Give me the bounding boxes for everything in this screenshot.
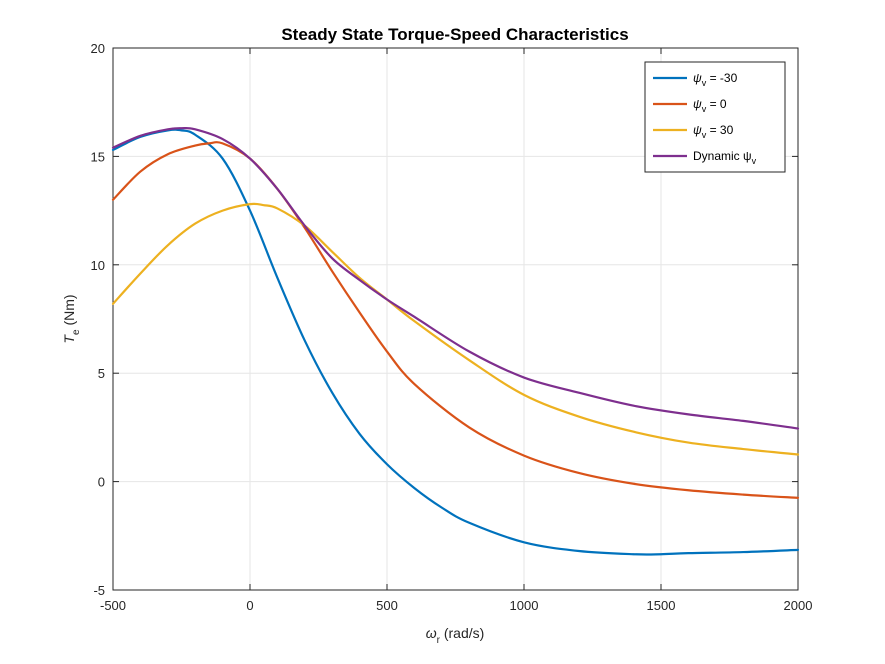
legend-entry-4: Dynamic ψv xyxy=(693,149,757,166)
legend-entry-2: ψv = 0 xyxy=(693,97,727,114)
y-axis-label: Te (Nm) xyxy=(61,294,82,343)
chart-title: Steady State Torque-Speed Characteristic… xyxy=(281,25,628,44)
legend-text: = 0 xyxy=(706,97,727,111)
series-line-3 xyxy=(111,202,800,456)
x-tick-label: 0 xyxy=(246,598,253,613)
legend-symbol: ψ xyxy=(693,97,702,111)
axis-ticks: -500 0 500 1000 1500 2000 -5 0 5 10 15 20 xyxy=(91,41,813,613)
x-tick-label: 1500 xyxy=(647,598,676,613)
y-tick-label: 10 xyxy=(91,258,105,273)
y-tick-label: 5 xyxy=(98,366,105,381)
x-tick-label: 1000 xyxy=(510,598,539,613)
legend-subscript: v xyxy=(752,156,757,166)
legend-subscript: v xyxy=(702,104,707,114)
axis-label-subscript: r xyxy=(437,635,441,646)
axis-label-symbol: T xyxy=(61,334,77,344)
legend-subscript: v xyxy=(702,130,707,140)
axis-label-text: (Nm) xyxy=(61,294,77,329)
legend-symbol: ψ xyxy=(693,123,702,137)
plot-area xyxy=(112,47,799,591)
axis-label-text: (rad/s) xyxy=(440,625,484,641)
x-axis-label: ωr (rad/s) xyxy=(426,625,485,646)
series-lines xyxy=(111,126,800,556)
legend-text: = -30 xyxy=(706,71,737,85)
series-line-1 xyxy=(111,128,800,556)
x-tick-label: 500 xyxy=(376,598,398,613)
y-tick-label: 15 xyxy=(91,149,105,164)
legend-symbol: ψ xyxy=(693,71,702,85)
x-tick-label: -500 xyxy=(100,598,126,613)
y-tick-label: 0 xyxy=(98,475,105,490)
legend-subscript: v xyxy=(702,78,707,88)
legend-text: = 30 xyxy=(706,123,733,137)
series-line-4 xyxy=(111,126,800,430)
legend-text: Dynamic ψ xyxy=(693,149,752,163)
y-tick-label: 20 xyxy=(91,41,105,56)
y-tick-label: -5 xyxy=(93,583,105,598)
axis-label-subscript: e xyxy=(71,329,82,335)
legend-entry-1: ψv = -30 xyxy=(693,71,738,88)
axis-label-symbol: ω xyxy=(426,625,437,641)
legend-box xyxy=(644,61,786,173)
x-tick-label: 2000 xyxy=(784,598,813,613)
legend-entry-3: ψv = 30 xyxy=(693,123,734,140)
series-line-2 xyxy=(111,141,800,499)
